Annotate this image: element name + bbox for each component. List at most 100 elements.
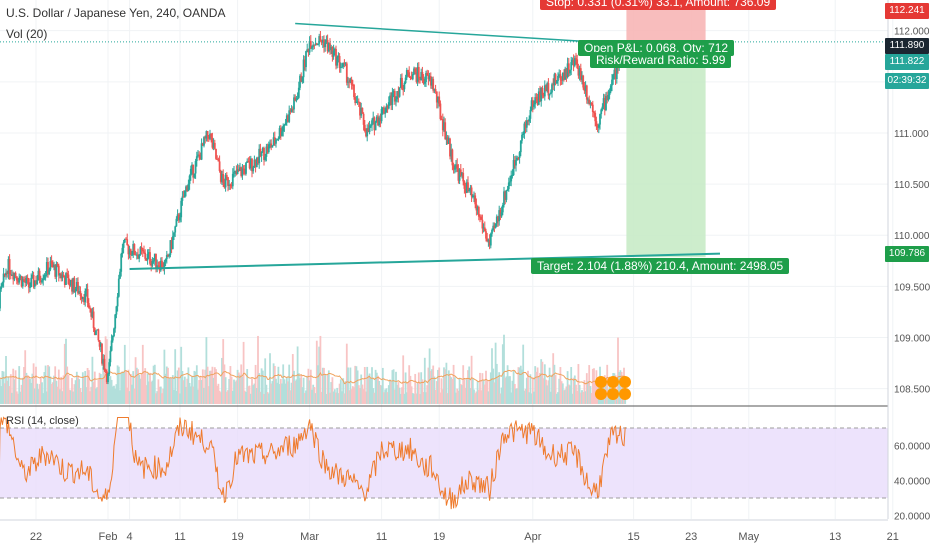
candle-body bbox=[569, 69, 571, 74]
position-zones bbox=[0, 6, 888, 258]
candle-body bbox=[324, 42, 327, 48]
volume-bar bbox=[303, 392, 306, 404]
candle-body bbox=[258, 148, 261, 164]
candle-body bbox=[407, 70, 409, 73]
candle-body bbox=[24, 281, 27, 283]
candle-body bbox=[440, 118, 443, 120]
candle-body bbox=[295, 99, 298, 101]
volume-bar bbox=[120, 372, 123, 404]
candle-body bbox=[289, 110, 292, 112]
volume-bar bbox=[62, 375, 65, 404]
candle-body bbox=[356, 101, 359, 103]
volume-bar bbox=[445, 362, 448, 404]
volume-bar bbox=[350, 389, 353, 404]
candle-body bbox=[210, 133, 213, 138]
price-tick-label: 111.000 bbox=[894, 129, 929, 140]
candle-body bbox=[330, 46, 333, 51]
candle-body bbox=[123, 238, 126, 243]
event-flags[interactable] bbox=[592, 374, 638, 402]
candle-body bbox=[587, 99, 589, 101]
volume-bar bbox=[396, 384, 399, 404]
candle-body bbox=[219, 170, 222, 182]
candle-body bbox=[151, 260, 154, 266]
volume-bar bbox=[191, 376, 193, 404]
candle-body bbox=[519, 140, 522, 153]
rsi-indicator-label[interactable]: RSI (14, close) bbox=[6, 415, 79, 427]
candle-body bbox=[373, 117, 376, 131]
candle-body bbox=[443, 122, 445, 131]
candle-body bbox=[175, 218, 178, 227]
volume-bar bbox=[131, 384, 133, 404]
volume-bar bbox=[165, 366, 168, 404]
candle-body bbox=[218, 161, 221, 171]
candle-body bbox=[149, 252, 151, 264]
candle-body bbox=[381, 107, 384, 109]
volume-indicator-label[interactable]: Vol (20) bbox=[6, 27, 48, 41]
volume-bar bbox=[37, 389, 40, 404]
volume-bar bbox=[271, 381, 274, 404]
flag-icon bbox=[595, 388, 607, 400]
volume-bar bbox=[272, 363, 275, 404]
volume-bar bbox=[391, 370, 394, 404]
candle-body bbox=[429, 76, 432, 86]
volume-bar bbox=[332, 391, 335, 404]
candle-body bbox=[263, 147, 265, 160]
candle-body bbox=[247, 160, 250, 162]
volume-bar bbox=[302, 377, 305, 404]
volume-bar bbox=[409, 375, 412, 404]
candle-body bbox=[83, 297, 85, 303]
volume-bar bbox=[17, 393, 19, 404]
volume-bar bbox=[144, 368, 147, 404]
candle-body bbox=[398, 87, 401, 97]
rsi-tick-label: 20.0000 bbox=[894, 512, 931, 523]
volume-bar bbox=[167, 367, 169, 404]
volume-bar bbox=[419, 393, 421, 404]
volume-bar bbox=[326, 374, 329, 404]
candle-body bbox=[105, 371, 108, 383]
volume-bar bbox=[279, 378, 282, 404]
volume-bar bbox=[193, 370, 196, 404]
candle-body bbox=[144, 252, 147, 259]
candle-body bbox=[536, 98, 539, 105]
candle-body bbox=[95, 330, 97, 336]
volume-bar bbox=[323, 367, 325, 404]
volume-bar bbox=[509, 376, 511, 404]
candle-body bbox=[26, 277, 29, 279]
volume-bar bbox=[551, 374, 553, 404]
candle-body bbox=[593, 111, 595, 113]
candle-body bbox=[134, 254, 137, 256]
volume-bar bbox=[499, 393, 502, 404]
volume-bar bbox=[29, 378, 31, 404]
candle-body bbox=[297, 87, 300, 98]
candle-body bbox=[517, 157, 520, 159]
candle-body bbox=[410, 77, 413, 80]
candle-body bbox=[30, 277, 33, 288]
candle-body bbox=[607, 94, 610, 100]
volume-bar bbox=[299, 378, 301, 404]
candle-body bbox=[465, 182, 468, 193]
volume-bar bbox=[494, 342, 497, 404]
volume-bar bbox=[554, 375, 557, 404]
volume-bar bbox=[33, 388, 36, 404]
volume-bar bbox=[474, 393, 477, 404]
candle-body bbox=[513, 160, 516, 166]
candle-body bbox=[56, 264, 59, 266]
candle-body bbox=[399, 77, 402, 88]
volume-bar bbox=[111, 386, 114, 404]
volume-bar bbox=[247, 386, 250, 404]
volume-bar bbox=[96, 387, 99, 404]
volume-bar bbox=[216, 385, 219, 404]
symbol-title[interactable]: U.S. Dollar / Japanese Yen, 240, OANDA bbox=[6, 6, 226, 20]
volume-bar bbox=[30, 382, 33, 404]
candle-body bbox=[485, 231, 487, 239]
candle-body bbox=[60, 273, 63, 279]
candle-body bbox=[157, 265, 160, 267]
volume-bar bbox=[401, 387, 403, 404]
candle-body bbox=[447, 138, 450, 144]
volume-bar bbox=[581, 390, 583, 404]
candle-body bbox=[169, 240, 172, 255]
candle-body bbox=[375, 116, 378, 122]
volume-bar bbox=[561, 383, 564, 404]
candle-body bbox=[285, 115, 288, 123]
